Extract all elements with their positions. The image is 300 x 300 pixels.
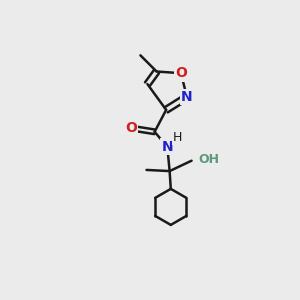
Text: OH: OH: [198, 153, 219, 166]
Text: H: H: [172, 131, 182, 144]
Text: N: N: [161, 140, 173, 154]
Text: O: O: [175, 66, 187, 80]
Text: N: N: [181, 90, 193, 104]
Text: O: O: [125, 121, 137, 135]
